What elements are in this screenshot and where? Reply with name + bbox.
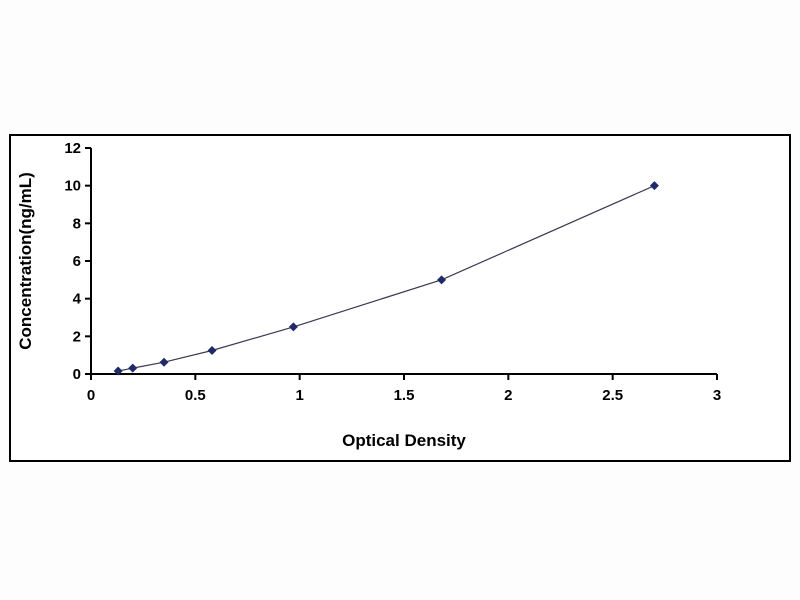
svg-text:2.5: 2.5: [602, 387, 623, 404]
svg-text:Optical Density: Optical Density: [342, 431, 466, 450]
chart-frame: 0 0.5 1 1.5 2 2.5 3 0 2 4 6 8 10 12 Optical Density Con…: [9, 134, 791, 462]
svg-text:1: 1: [295, 387, 303, 404]
svg-text:6: 6: [73, 253, 81, 270]
svg-text:Concentration(ng/mL): Concentration(ng/mL): [16, 172, 35, 350]
svg-text:2: 2: [73, 328, 81, 345]
svg-text:0: 0: [87, 387, 95, 404]
svg-text:0.5: 0.5: [185, 387, 206, 404]
svg-text:8: 8: [73, 215, 81, 232]
svg-text:12: 12: [64, 140, 81, 157]
svg-text:2: 2: [504, 387, 512, 404]
svg-text:1.5: 1.5: [394, 387, 415, 404]
elisa-standard-curve-chart: 0 0.5 1 1.5 2 2.5 3 0 2 4 6 8 10 12 Optical Density Con…: [16, 140, 721, 450]
svg-text:3: 3: [713, 387, 721, 404]
svg-text:0: 0: [73, 366, 81, 383]
svg-text:4: 4: [73, 291, 82, 308]
svg-text:10: 10: [64, 178, 81, 195]
